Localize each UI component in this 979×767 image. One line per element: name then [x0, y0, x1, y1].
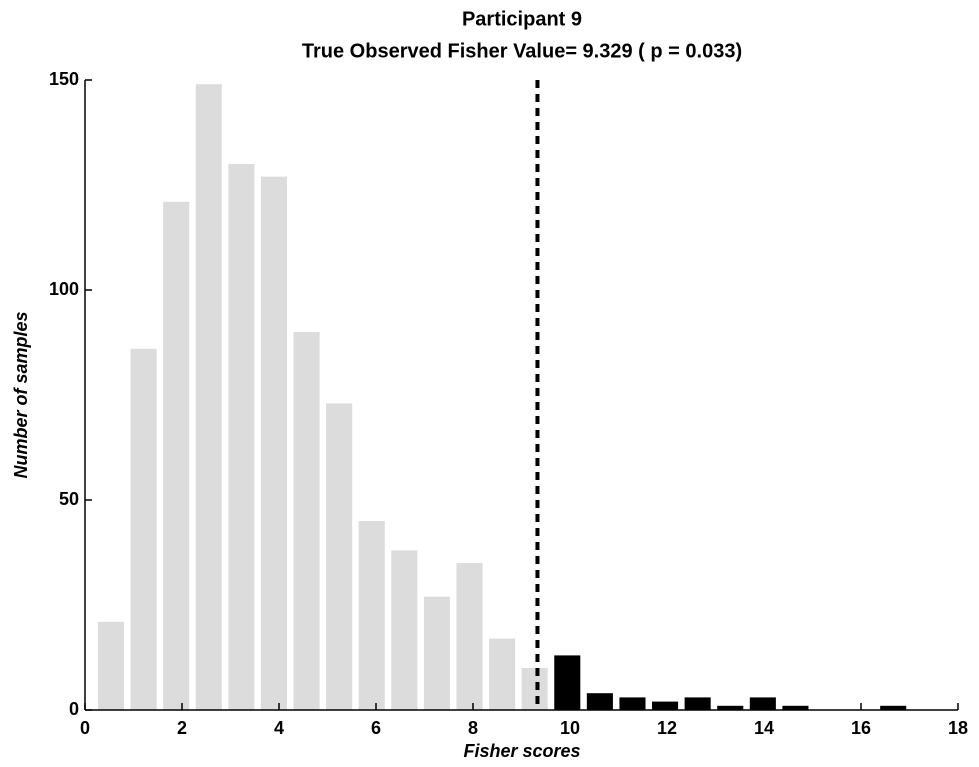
bar: [163, 201, 190, 711]
x-tick-label: 12: [657, 718, 677, 738]
x-tick-label: 4: [274, 718, 284, 738]
chart-title: Participant 9: [462, 8, 582, 30]
y-axis-label: Number of samples: [11, 311, 31, 478]
bar: [684, 697, 711, 710]
y-tick-label: 150: [49, 69, 79, 89]
bar: [456, 563, 483, 710]
bar: [749, 697, 776, 710]
bar: [97, 621, 125, 710]
x-tick-label: 10: [560, 718, 580, 738]
bar: [293, 332, 320, 710]
bar: [130, 348, 157, 710]
y-tick-label: 0: [69, 699, 79, 719]
y-tick-label: 100: [49, 279, 79, 299]
x-tick-label: 2: [177, 718, 187, 738]
x-tick-label: 8: [468, 718, 478, 738]
bar: [326, 403, 353, 710]
bar: [652, 701, 679, 710]
chart-title: True Observed Fisher Value= 9.329 ( p = …: [302, 40, 742, 62]
x-tick-label: 16: [851, 718, 871, 738]
bar: [195, 84, 222, 710]
y-tick-label: 50: [59, 489, 79, 509]
bar: [391, 550, 418, 710]
bar: [358, 521, 385, 710]
bar: [489, 638, 516, 710]
x-tick-label: 0: [80, 718, 90, 738]
bar: [717, 705, 744, 710]
x-axis-label: Fisher scores: [463, 741, 580, 761]
bar: [586, 693, 613, 710]
bar: [228, 164, 255, 710]
bar: [782, 705, 809, 710]
x-tick-label: 18: [948, 718, 968, 738]
bar: [880, 705, 907, 710]
bar: [260, 176, 287, 711]
x-tick-label: 6: [371, 718, 381, 738]
x-tick-label: 14: [754, 718, 774, 738]
bar: [423, 596, 450, 710]
bar: [554, 655, 581, 710]
bar: [521, 668, 548, 710]
bar: [619, 697, 646, 710]
